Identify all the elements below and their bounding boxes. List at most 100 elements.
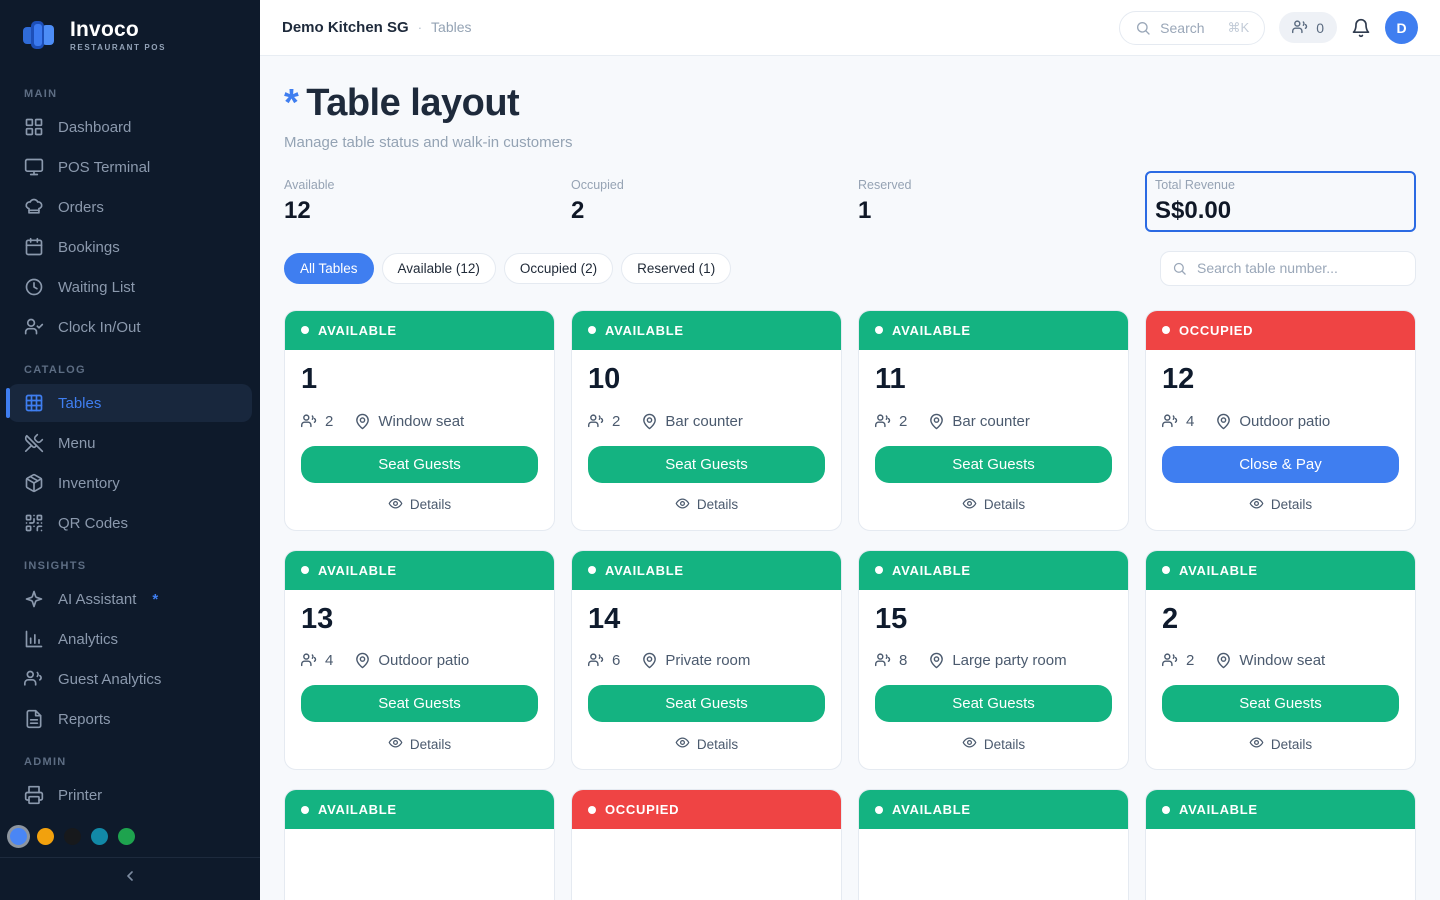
seat-guests-button[interactable]: Seat Guests <box>1162 685 1399 723</box>
table-card-body: 2 2 Window seat Seat Guests Details <box>1146 590 1415 770</box>
stat-available: Available 12 <box>284 178 555 225</box>
details-label: Details <box>409 497 452 513</box>
table-meta: 2 Bar counter <box>588 413 825 430</box>
table-status-header: OCCUPIED <box>1146 310 1415 350</box>
details-label: Details <box>696 736 739 752</box>
details-button[interactable]: Details <box>588 496 825 514</box>
breadcrumb: Demo Kitchen SG · Tables <box>282 19 472 36</box>
seat-guests-button[interactable]: Seat Guests <box>588 445 825 483</box>
notifications-button[interactable] <box>1351 18 1371 38</box>
map-pin-icon <box>1215 652 1232 669</box>
sidebar-item-analytics[interactable]: Analytics <box>8 620 252 658</box>
table-card-body: 11 2 Bar counter Seat Guests Details <box>859 350 1128 530</box>
stat-total-revenue[interactable]: Total Revenue S$0.00 <box>1145 170 1416 232</box>
close-pay-button[interactable]: Close & Pay <box>1162 445 1399 483</box>
details-button[interactable]: Details <box>875 496 1112 514</box>
user-check-icon <box>24 317 44 337</box>
status-label: AVAILABLE <box>892 322 971 338</box>
theme-dot-teal[interactable] <box>91 828 108 845</box>
printer-icon <box>24 785 44 805</box>
sidebar-item-label: Printer <box>58 786 103 804</box>
table-card: AVAILABLE 10 2 Bar counter Seat Guests Detail… <box>571 309 842 531</box>
table-number: 15 <box>875 602 908 635</box>
seat-guests-button[interactable]: Seat Guests <box>301 685 538 723</box>
sidebar-item-label: Orders <box>58 198 104 216</box>
table-card: AVAILABLE 11 2 Bar counter Seat Guests Detail… <box>858 309 1129 531</box>
details-button[interactable]: Details <box>1162 496 1399 514</box>
stat-occupied: Occupied 2 <box>571 178 842 225</box>
bar-chart-icon <box>24 629 44 649</box>
table-capacity: 2 <box>1186 652 1195 670</box>
status-dot-icon <box>1162 566 1170 575</box>
sidebar-item-tables[interactable]: Tables <box>6 384 252 422</box>
table-status-header: AVAILABLE <box>285 310 554 350</box>
sidebar-item-waiting-list[interactable]: Waiting List <box>8 268 252 306</box>
table-location: Window seat <box>378 412 465 430</box>
sidebar-item-reports[interactable]: Reports <box>8 700 252 738</box>
filter-tab-reserved-1[interactable]: Reserved (1) <box>621 252 732 284</box>
sidebar-item-label: Menu <box>58 434 96 452</box>
details-button[interactable]: Details <box>301 735 538 753</box>
details-button[interactable]: Details <box>301 496 538 514</box>
sparkles-icon <box>24 589 44 609</box>
table-card-body: 15 8 Large party room Seat Guests Details <box>859 590 1128 770</box>
sidebar-item-bookings[interactable]: Bookings <box>8 228 252 266</box>
sidebar-item-orders[interactable]: Orders <box>8 188 252 226</box>
details-button[interactable]: Details <box>875 735 1112 753</box>
user-avatar[interactable]: D <box>1385 11 1418 44</box>
map-pin-icon <box>641 413 658 430</box>
seat-guests-button[interactable]: Seat Guests <box>875 685 1112 723</box>
theme-dot-orange[interactable] <box>37 828 54 845</box>
filter-tab-available-12[interactable]: Available (12) <box>381 252 496 284</box>
map-pin-icon <box>354 413 371 430</box>
users-icon <box>588 652 605 669</box>
stat-label: Occupied <box>571 177 624 192</box>
occupancy-counter-button[interactable]: 0 <box>1279 12 1337 43</box>
sidebar-item-dashboard[interactable]: Dashboard <box>8 108 252 146</box>
details-label: Details <box>1270 497 1313 513</box>
stat-value: 2 <box>571 196 585 224</box>
page-subtitle: Manage table status and walk-in customer… <box>284 133 573 151</box>
occupancy-count: 0 <box>1316 19 1324 36</box>
eye-icon <box>388 496 403 514</box>
sidebar-item-guest-analytics[interactable]: Guest Analytics <box>8 660 252 698</box>
users-icon <box>1162 652 1179 669</box>
filter-tab-all-tables[interactable]: All Tables <box>284 252 374 284</box>
eye-icon <box>962 735 977 753</box>
sidebar-collapse-button[interactable] <box>0 858 260 888</box>
sidebar-item-ai-assistant[interactable]: AI Assistant * <box>8 580 252 618</box>
users-icon <box>1162 413 1179 430</box>
seat-guests-button[interactable]: Seat Guests <box>875 445 1112 483</box>
sidebar-item-label: Bookings <box>58 238 120 256</box>
status-dot-icon <box>875 805 883 814</box>
sidebar-item-clock-in-out[interactable]: Clock In/Out <box>8 308 252 346</box>
theme-dot-green[interactable] <box>118 828 135 845</box>
sidebar-item-printer[interactable]: Printer <box>8 776 252 814</box>
table-status-header: AVAILABLE <box>572 550 841 590</box>
theme-dot-black[interactable] <box>64 828 81 845</box>
sidebar-item-qr-codes[interactable]: QR Codes <box>8 504 252 542</box>
global-search-button[interactable]: Search ⌘K <box>1119 10 1266 45</box>
seat-guests-button[interactable]: Seat Guests <box>588 685 825 723</box>
status-dot-icon <box>1162 805 1170 814</box>
sidebar-item-inventory[interactable]: Inventory <box>8 464 252 502</box>
search-icon <box>1173 262 1186 275</box>
table-location-group: Bar counter <box>641 413 743 430</box>
table-card-body <box>285 829 554 900</box>
eye-icon <box>1249 496 1264 514</box>
seat-guests-button[interactable]: Seat Guests <box>301 445 538 483</box>
sidebar-item-pos-terminal[interactable]: POS Terminal <box>8 148 252 186</box>
sidebar-section-title: MAIN <box>24 88 58 100</box>
table-location-group: Outdoor patio <box>1215 413 1330 430</box>
filter-tab-occupied-2[interactable]: Occupied (2) <box>503 252 614 284</box>
stat-value: 12 <box>284 196 311 224</box>
status-label: AVAILABLE <box>318 802 397 818</box>
status-label: AVAILABLE <box>1179 562 1258 578</box>
table-search-input[interactable] <box>1160 250 1416 286</box>
status-dot-icon <box>588 805 596 814</box>
details-button[interactable]: Details <box>1162 735 1399 753</box>
details-button[interactable]: Details <box>588 735 825 753</box>
search-shortcut: ⌘K <box>1227 19 1250 35</box>
sidebar-item-menu[interactable]: Menu <box>8 424 252 462</box>
theme-dot-blue[interactable] <box>10 828 27 845</box>
